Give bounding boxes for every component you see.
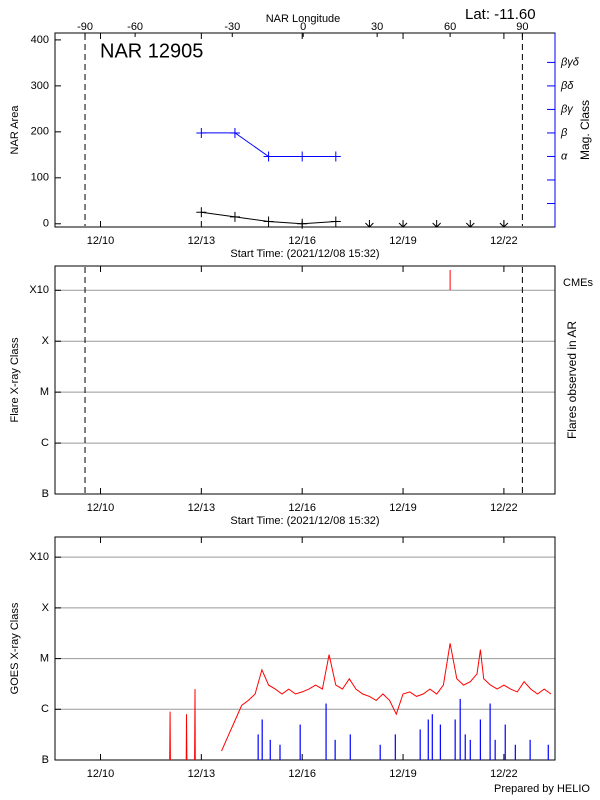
y-tick-label: B [42,488,49,500]
point-marker [330,151,341,162]
point-marker [330,216,341,227]
point-marker [297,218,308,229]
y-tick-label: X [42,335,50,347]
x-tick-label: 12/13 [188,768,216,780]
x-tick-label: 12/19 [389,235,417,247]
y2-tick-label: βγ [560,103,574,115]
x-tick-label: 12/10 [87,235,115,247]
no-data-arrow [365,220,374,228]
y2-tick-label: βγδ [560,56,580,68]
x-tick-label: 12/19 [389,768,417,780]
y-tick-label: M [40,386,49,398]
x-tick-label: 12/13 [188,235,216,247]
x-axis-label: Start Time: (2021/12/08 15:32) [230,248,379,260]
y-axis-label: Flare X-ray Class [9,337,21,422]
x-tick-label: 12/10 [87,768,115,780]
x2-tick-label: -90 [77,21,93,33]
y2-tick-label: α [561,150,568,162]
footer: Prepared by HELIO [494,783,590,795]
annotation: Lat: -11.60 [465,6,536,23]
y-tick-label: X10 [29,551,49,563]
point-marker [229,211,240,222]
x2-axis-label: NAR Longitude [266,13,341,25]
y-tick-label: C [41,703,49,715]
x2-tick-label: 0 [300,21,306,33]
y-tick-label: X [42,602,50,614]
x-tick-label: 12/22 [490,768,518,780]
x-tick-label: 12/16 [288,235,316,247]
x2-tick-label: 90 [516,21,528,33]
y2-tick-label: βδ [560,80,574,92]
x-tick-label: 12/22 [490,235,518,247]
y-tick-label: 200 [31,126,49,138]
point-marker [263,151,274,162]
x2-tick-label: 30 [371,21,383,33]
no-data-arrow [499,220,509,228]
y-tick-label: 300 [31,80,49,92]
x2-tick-label: -60 [127,21,143,33]
y-tick-label: B [42,754,49,766]
chart-title: NAR 12905 [100,40,203,62]
plot-frame [54,536,556,761]
y2-tick-label: β [560,127,568,139]
x-tick-label: 12/13 [188,502,216,514]
y-tick-label: 0 [43,218,49,230]
x-tick-label: 12/22 [490,502,518,514]
plot-frame [54,265,556,495]
x-axis-label: Start Time: (2021/12/08 15:32) [230,515,379,527]
x2-tick-label: -30 [224,21,240,33]
point-marker [297,151,308,162]
y2-axis-label: Mag. Class [578,100,592,160]
point-marker [196,127,207,138]
y-tick-label: X10 [29,284,49,296]
x-tick-label: 12/10 [87,502,115,514]
no-data-arrow [465,220,475,228]
no-data-arrow [398,220,408,228]
x-tick-label: 12/19 [389,502,417,514]
legend-entry: CMEs [563,277,593,289]
y-tick-label: 100 [31,172,49,184]
point-marker [229,127,240,138]
x-tick-label: 12/16 [288,768,316,780]
point-marker [263,216,274,227]
x-tick-label: 12/16 [288,502,316,514]
y-tick-label: C [41,437,49,449]
point-marker [196,207,207,218]
y-axis-label: NAR Area [9,105,21,155]
y-tick-label: M [40,652,49,664]
y-tick-label: 400 [31,34,49,46]
no-data-arrow [432,220,442,228]
x2-tick-label: 60 [444,21,456,33]
y-axis-label: GOES X-ray Class [9,602,21,694]
y2-axis-label: Flares observed in AR [565,321,579,439]
series-line [169,643,552,761]
